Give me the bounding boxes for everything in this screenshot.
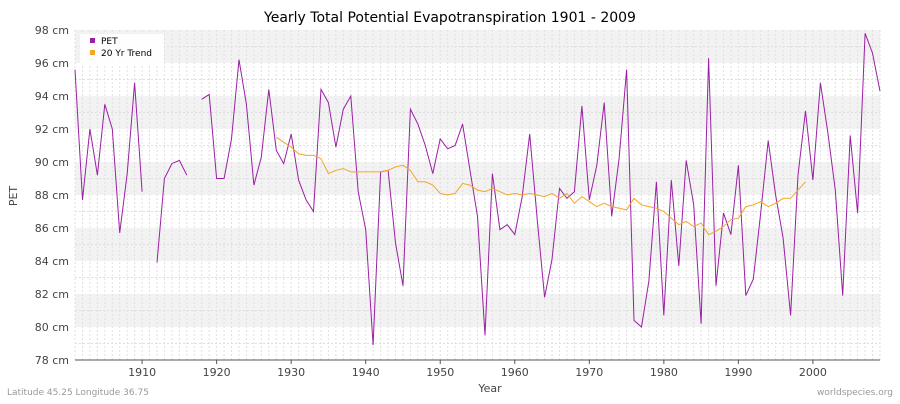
legend: PET 20 Yr Trend: [80, 34, 164, 64]
x-tick-label: 1910: [128, 366, 156, 379]
x-tick-label: 1930: [277, 366, 305, 379]
tick-labels: 78 cm 80 cm 82 cm 84 cm 86 cm 88 cm 90 cm 92 cm…: [35, 24, 827, 379]
x-tick-label: 1950: [426, 366, 454, 379]
pet-series-line: [74, 69, 143, 233]
y-tick-label: 92 cm: [35, 123, 69, 136]
y-tick-label: 88 cm: [35, 189, 69, 202]
footer-source: worldspecies.org: [817, 388, 893, 398]
legend-label-pet: PET: [101, 37, 118, 47]
legend-swatch-trend: [90, 50, 95, 55]
trend-series-line: [276, 136, 806, 236]
y-tick-label: 80 cm: [35, 321, 69, 334]
x-axis-label: Year: [477, 382, 502, 395]
y-tick-label: 84 cm: [35, 255, 69, 268]
y-tick-label: 94 cm: [35, 90, 69, 103]
y-tick-label: 82 cm: [35, 288, 69, 301]
y-tick-label: 78 cm: [35, 354, 69, 367]
y-tick-label: 96 cm: [35, 57, 69, 70]
y-axis-label: PET: [7, 186, 20, 207]
y-tick-label: 98 cm: [35, 24, 69, 37]
footer-coordinates: Latitude 45.25 Longitude 36.75: [7, 388, 149, 398]
x-tick-label: 1920: [203, 366, 231, 379]
pet-series-line: [156, 159, 188, 263]
x-tick-label: 2000: [799, 366, 827, 379]
pet-series-line: [201, 33, 881, 346]
x-tick-label: 1990: [724, 366, 752, 379]
series-layer: [74, 33, 881, 346]
legend-label-trend: 20 Yr Trend: [101, 49, 152, 59]
chart-title: Yearly Total Potential Evapotranspiratio…: [263, 10, 636, 26]
legend-swatch-pet: [90, 38, 95, 43]
y-tick-label: 86 cm: [35, 222, 69, 235]
x-tick-label: 1960: [501, 366, 529, 379]
x-tick-label: 1980: [650, 366, 678, 379]
x-tick-label: 1970: [575, 366, 603, 379]
axes: [75, 359, 880, 364]
x-tick-label: 1940: [352, 366, 380, 379]
y-tick-label: 90 cm: [35, 156, 69, 169]
